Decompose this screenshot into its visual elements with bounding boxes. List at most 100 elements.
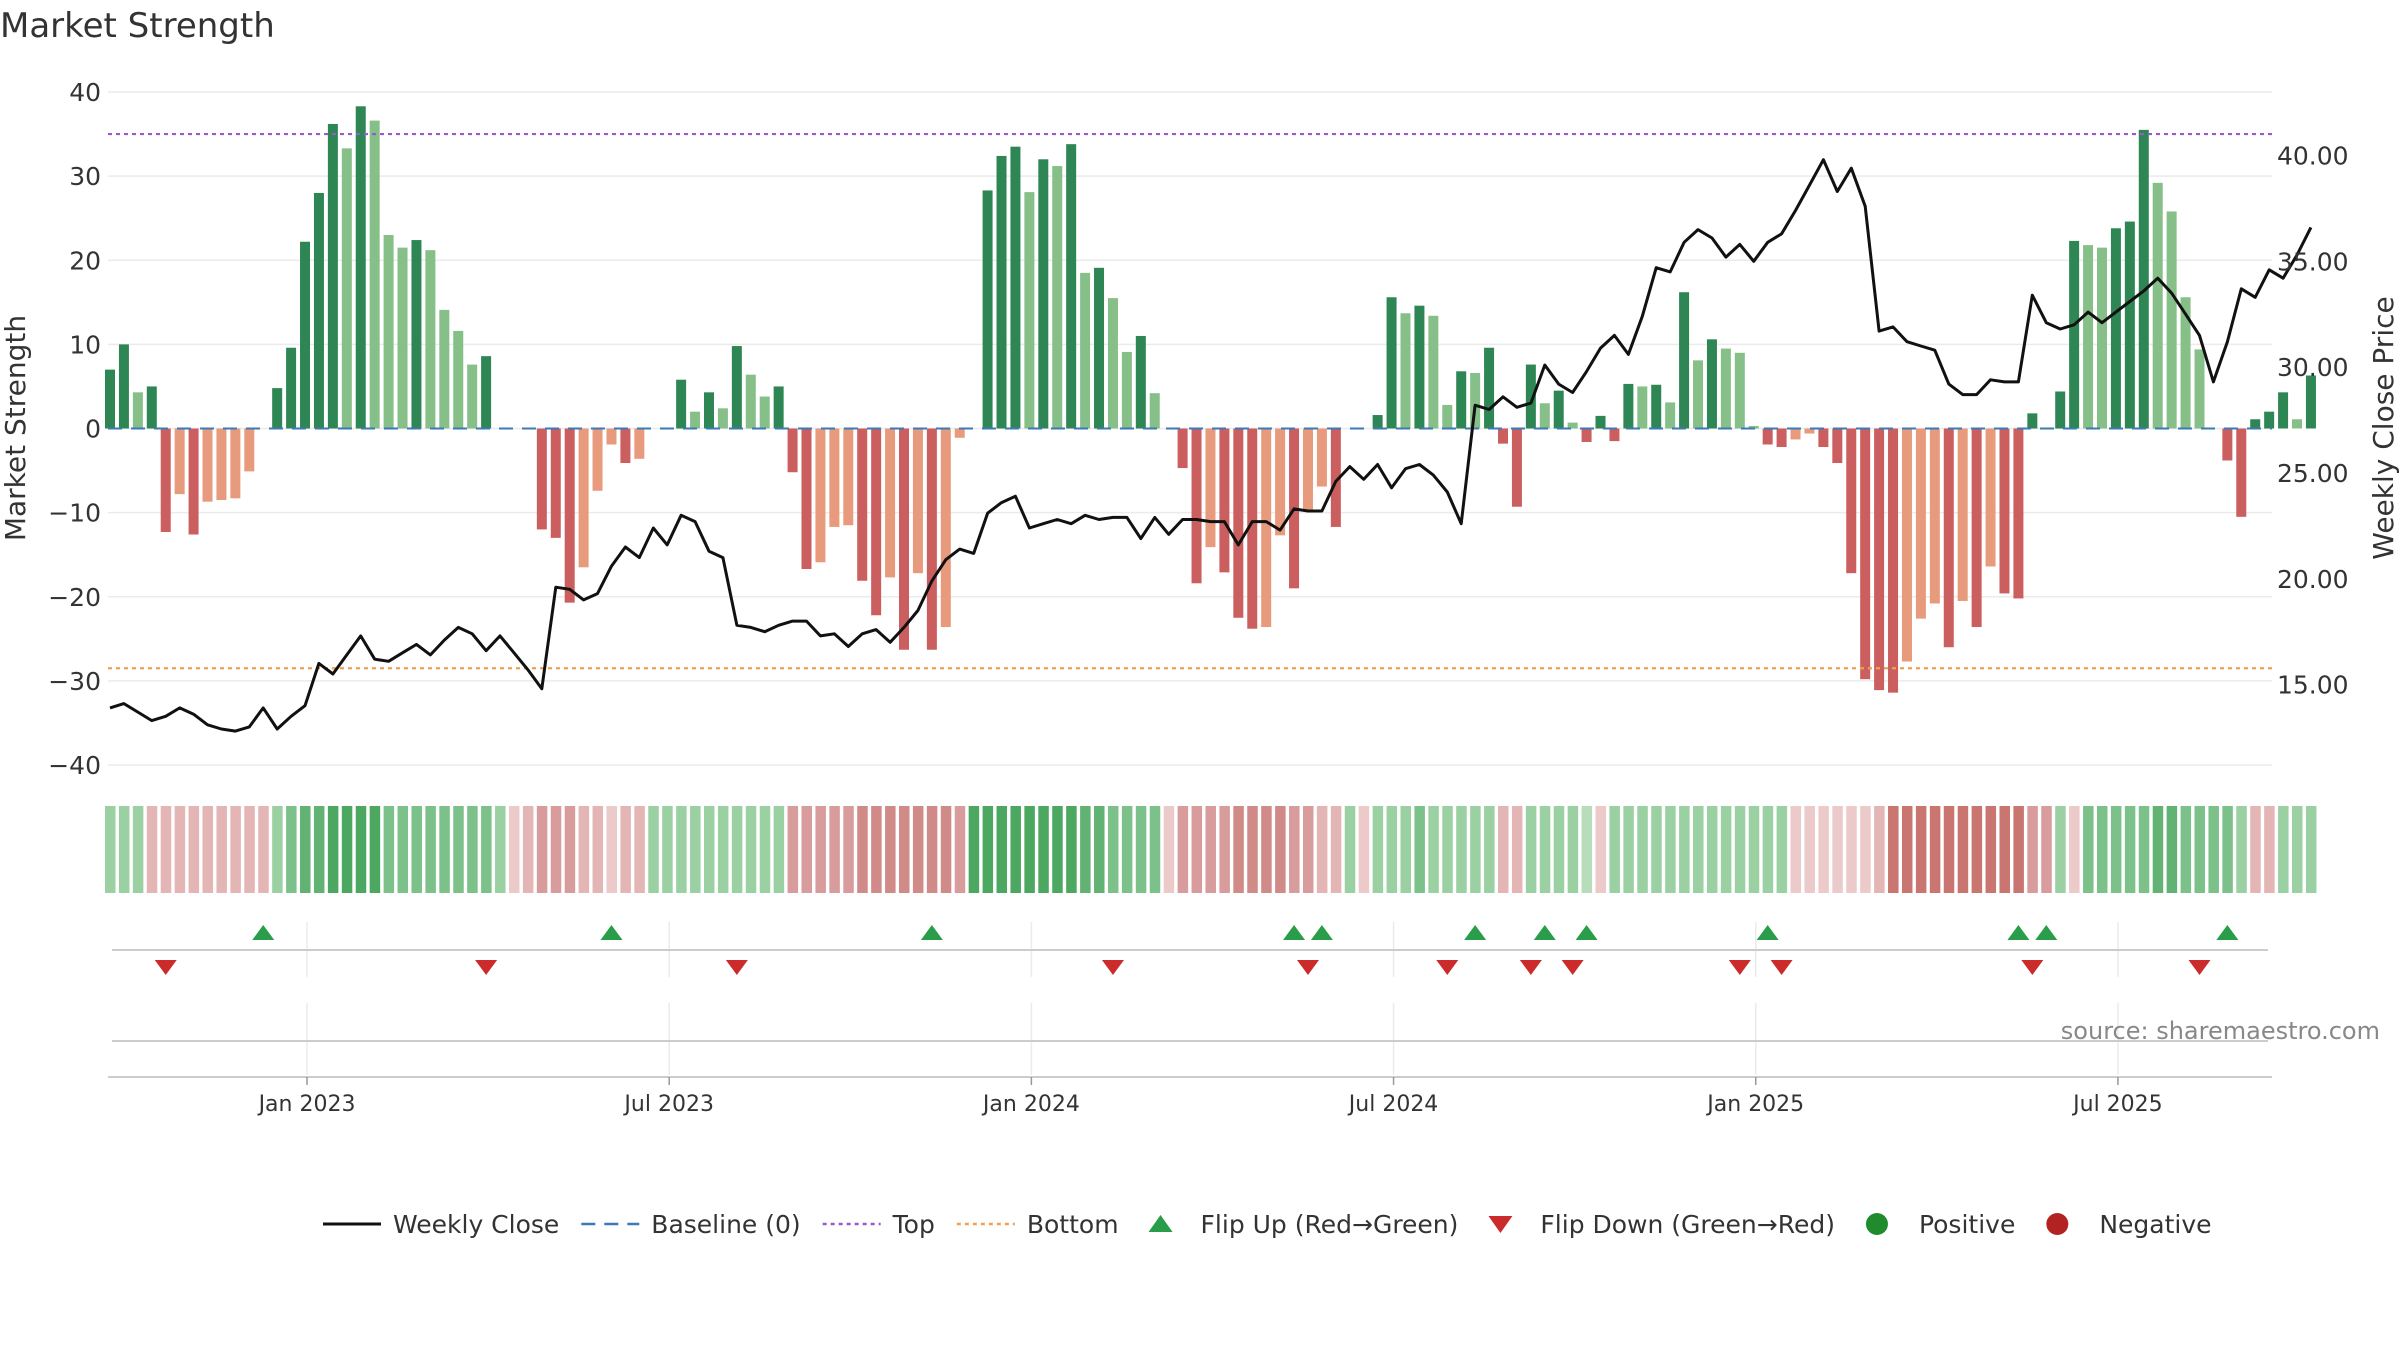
- regime-cell: [2055, 806, 2066, 893]
- regime-cell: [1748, 806, 1760, 893]
- strength-bar: [439, 309, 450, 429]
- strength-bar: [954, 428, 965, 438]
- flip-down-marker: [2188, 960, 2211, 975]
- regime-cell: [1762, 806, 1774, 893]
- regime-cell: [634, 806, 645, 893]
- flip-up-marker: [1533, 925, 1556, 940]
- strength-bar: [1400, 313, 1411, 429]
- regime-cell: [1679, 806, 1690, 893]
- left-axis-label: Market Strength: [0, 315, 32, 541]
- regime-cell: [1233, 806, 1244, 893]
- regime-cell: [1484, 806, 1495, 893]
- strength-bar: [1762, 428, 1773, 445]
- right-tick-label: 25.00: [2277, 459, 2349, 488]
- regime-cell: [648, 806, 659, 893]
- strength-bar: [843, 428, 854, 526]
- strength-bar: [801, 428, 812, 569]
- regime-cell: [815, 806, 826, 893]
- regime-cell: [1247, 806, 1258, 893]
- flip-up-marker: [2216, 925, 2239, 940]
- flip-down-marker: [1728, 960, 1751, 975]
- strength-bar: [829, 428, 840, 527]
- regime-cell: [606, 806, 617, 893]
- regime-cell: [1400, 806, 1411, 893]
- strength-bar: [2292, 419, 2303, 429]
- strength-bar: [536, 428, 547, 530]
- strength-bar: [1553, 390, 1564, 429]
- strength-bar: [564, 428, 575, 603]
- regime-cell: [536, 806, 548, 893]
- strength-bar: [105, 369, 115, 429]
- reference-lines: [108, 132, 2272, 670]
- regime-cell: [2013, 806, 2024, 893]
- regime-cell: [2096, 806, 2108, 893]
- strength-bar: [926, 428, 937, 650]
- strength-bar: [1957, 428, 1968, 601]
- regime-cell: [759, 806, 771, 893]
- legend-label: Positive: [1919, 1210, 2015, 1239]
- flip-up-marker: [1464, 925, 1487, 940]
- strength-bar: [1846, 428, 1857, 574]
- strength-bar: [188, 428, 199, 535]
- strength-bar: [1233, 428, 1244, 618]
- strength-bar: [1943, 428, 1954, 648]
- right-tick-label: 40.00: [2277, 141, 2349, 170]
- regime-cell: [300, 806, 311, 893]
- left-tick-label: −40: [48, 751, 101, 780]
- strength-bar: [1637, 386, 1648, 429]
- regime-cell: [1121, 806, 1133, 893]
- regime-cell: [2138, 806, 2150, 893]
- strength-bar: [1386, 297, 1397, 429]
- regime-cell: [453, 806, 464, 893]
- legend-swatch-flip-up: [1148, 1215, 1173, 1232]
- regime-cell: [272, 806, 283, 893]
- strength-bar: [1860, 428, 1871, 680]
- regime-cell: [286, 806, 297, 893]
- strength-bar: [1776, 428, 1787, 448]
- strength-bar: [1915, 428, 1926, 619]
- legend-label: Bottom: [1027, 1210, 1119, 1239]
- regime-cell: [1414, 806, 1425, 893]
- regime-cell: [1790, 806, 1802, 893]
- regime-cell: [912, 806, 924, 893]
- strength-bar: [481, 356, 492, 429]
- regime-cell: [2305, 806, 2317, 893]
- flip-down-marker: [1436, 960, 1459, 975]
- strength-bar: [2096, 247, 2107, 429]
- regime-cell: [2250, 806, 2261, 893]
- regime-cell: [1943, 806, 1955, 893]
- regime-cell: [1915, 806, 1927, 893]
- strength-bar: [146, 386, 157, 429]
- legend-label: Flip Down (Green→Red): [1540, 1210, 1835, 1239]
- strength-bar: [425, 250, 436, 429]
- strength-bar: [1665, 402, 1676, 429]
- regime-cell: [620, 806, 631, 893]
- strength-bar: [1414, 305, 1425, 429]
- regime-cell: [954, 806, 966, 893]
- strength-bar: [1275, 428, 1286, 536]
- strength-bar: [1470, 372, 1481, 429]
- regime-cell: [369, 806, 381, 893]
- regime-cell: [1971, 806, 1983, 893]
- strength-bar: [1205, 428, 1216, 548]
- regime-cell: [578, 806, 590, 893]
- regime-cell: [1623, 806, 1634, 893]
- regime-cell: [1804, 806, 1815, 893]
- strength-bar: [634, 428, 645, 459]
- regime-cell: [174, 806, 186, 893]
- strength-bar: [202, 428, 213, 502]
- flip-up-marker: [1283, 925, 1306, 940]
- regime-cell: [1818, 806, 1829, 893]
- strength-bar: [759, 396, 770, 429]
- strength-bar: [1316, 428, 1327, 487]
- flip-down-marker: [1561, 960, 1584, 975]
- regime-cell: [982, 806, 994, 893]
- x-tick-label: Jan 2025: [1705, 1092, 1804, 1117]
- strength-bar: [815, 428, 826, 563]
- regime-cell: [425, 806, 436, 893]
- flip-up-marker: [2007, 925, 2030, 940]
- strength-bar: [1442, 404, 1453, 429]
- strength-bar: [2180, 297, 2191, 429]
- regime-cell: [676, 806, 687, 893]
